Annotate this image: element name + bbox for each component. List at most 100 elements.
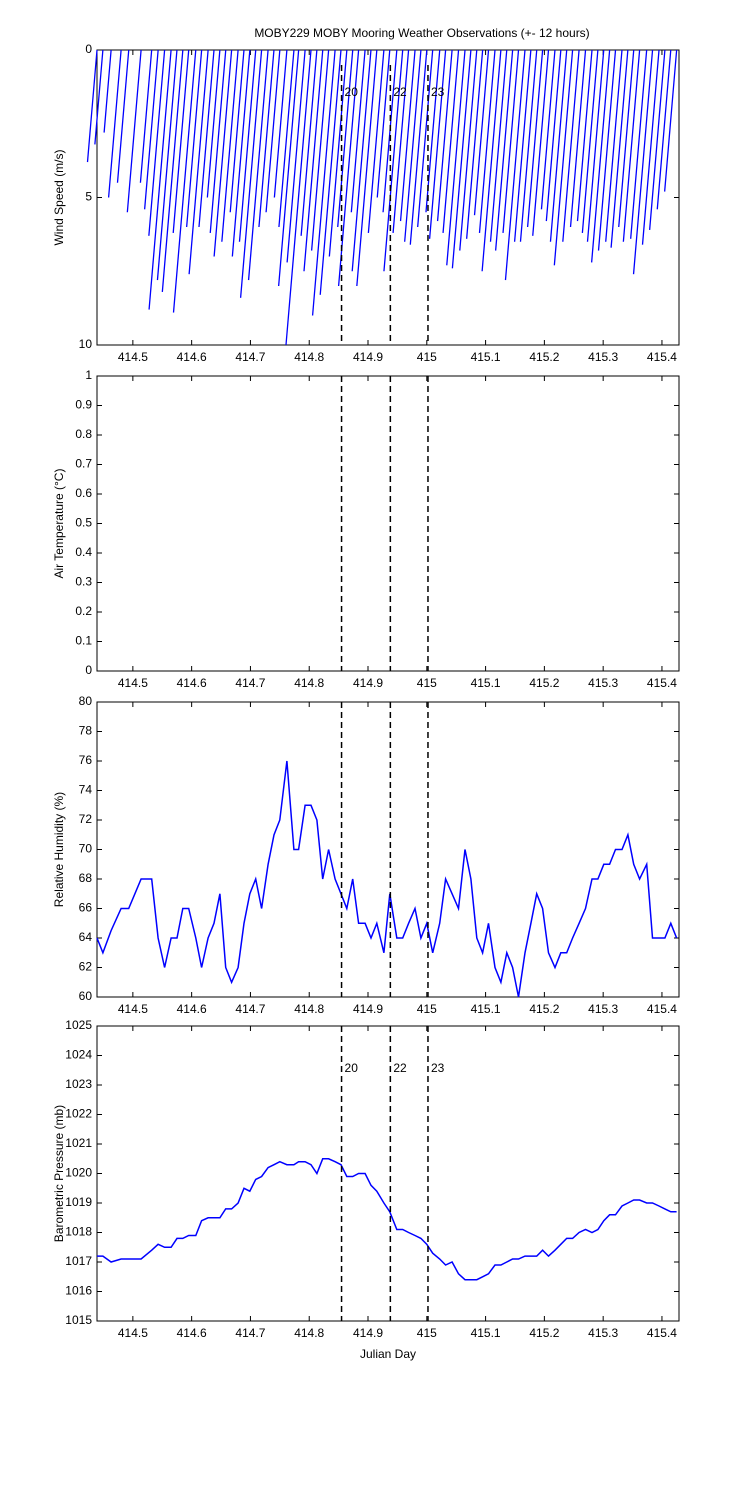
wind-stick [622, 49, 641, 242]
y-tick-label: 0.3 [75, 575, 92, 589]
y-tick-label: 0 [85, 42, 92, 56]
wind-stick [238, 49, 257, 242]
wind-stick [569, 49, 587, 228]
x-tick-label: 414.7 [235, 350, 265, 364]
y-tick-label: 74 [79, 783, 93, 797]
wind-stick [172, 49, 197, 313]
wind-stick [641, 49, 660, 245]
plot-area [96, 1025, 680, 1322]
x-tick-label: 414.5 [118, 676, 148, 690]
x-tick-label: 415.1 [471, 1326, 501, 1340]
x-tick-label: 414.7 [235, 1326, 265, 1340]
wind-stick [504, 49, 526, 281]
wind-stick [188, 49, 209, 275]
wind-stick [337, 49, 354, 228]
y-tick-label: 68 [79, 871, 93, 885]
wind-stick [239, 49, 263, 298]
x-tick-label: 414.6 [177, 1002, 207, 1016]
x-tick-label: 414.5 [118, 1002, 148, 1016]
x-tick-label: 414.8 [294, 676, 324, 690]
wind-stick [156, 49, 178, 281]
y-tick-label: 78 [79, 724, 93, 738]
y-tick-label: 1016 [65, 1284, 92, 1298]
x-tick-label: 415.4 [647, 1326, 677, 1340]
wind-stick [513, 49, 532, 242]
wind-stick [143, 49, 159, 210]
wind-stick [94, 49, 104, 145]
x-tick-label: 414.6 [177, 676, 207, 690]
wind-stick [277, 49, 300, 287]
y-tick-label: 1025 [65, 1018, 92, 1032]
wind-stick [103, 49, 112, 133]
wind-stick [417, 49, 434, 228]
wind-stick [221, 49, 239, 242]
wind-stick [581, 49, 599, 233]
wind-stick [285, 49, 312, 346]
plot-area [96, 375, 680, 672]
wind-stick [351, 49, 372, 272]
wind-stick [519, 49, 538, 242]
y-tick-label: 64 [79, 930, 93, 944]
wind-stick [605, 49, 623, 242]
x-tick-label: 414.5 [118, 350, 148, 364]
x-tick-label: 414.6 [177, 350, 207, 364]
y-tick-label: 62 [79, 960, 93, 974]
wind-stick [540, 49, 556, 210]
x-tick-label: 414.7 [235, 1002, 265, 1016]
y-tick-label: 1022 [65, 1107, 92, 1121]
x-tick-label: 415.2 [529, 1002, 559, 1016]
wind-stick [229, 49, 245, 213]
y-tick-label: 0.6 [75, 486, 92, 500]
wind-stick [126, 49, 142, 213]
wind-stick [107, 49, 122, 198]
wind-stick [376, 49, 391, 198]
wind-stick [576, 49, 593, 222]
wind-stick [231, 49, 251, 257]
y-tick-label: 0.2 [75, 604, 92, 618]
x-tick-label: 415 [417, 676, 437, 690]
y-tick-label: 1021 [65, 1136, 92, 1150]
wind-stick [265, 49, 281, 213]
y-tick-label: 60 [79, 989, 93, 1003]
wind-stick [664, 49, 678, 192]
wind-stick [409, 49, 428, 245]
wind-stick [311, 49, 336, 316]
x-tick-label: 414.9 [353, 676, 383, 690]
y-axis-label: Wind Speed (m/s) [52, 149, 66, 245]
y-axis-label: Relative Humidity (%) [52, 792, 66, 907]
wind-stick [553, 49, 574, 266]
wind-stick [442, 49, 460, 233]
y-tick-label: 1019 [65, 1195, 92, 1209]
x-tick-label: 415.3 [588, 1326, 618, 1340]
wind-stick [382, 49, 398, 213]
y-tick-label: 1024 [65, 1048, 92, 1062]
x-tick-label: 415 [417, 1326, 437, 1340]
x-tick-label: 414.6 [177, 1326, 207, 1340]
x-tick-label: 415.3 [588, 676, 618, 690]
wind-stick [481, 49, 502, 272]
wind-stick [632, 49, 654, 275]
x-tick-label: 415.2 [529, 1326, 559, 1340]
y-tick-label: 1020 [65, 1166, 92, 1180]
wind-stick [648, 49, 666, 231]
wind-stick [478, 49, 496, 233]
x-tick-label: 414.5 [118, 1326, 148, 1340]
wind-stick [532, 49, 550, 236]
wind-stick [392, 49, 410, 233]
x-tick-label: 415.1 [471, 676, 501, 690]
y-tick-label: 66 [79, 901, 93, 915]
x-tick-label: 414.8 [294, 1326, 324, 1340]
y-tick-label: 1023 [65, 1077, 92, 1091]
wind-stick [209, 49, 227, 233]
wind-stick [198, 49, 215, 228]
x-tick-label: 415.2 [529, 350, 559, 364]
x-tick-label: 414.7 [235, 676, 265, 690]
wind-stick [446, 49, 466, 266]
wind-stick [148, 49, 172, 310]
wind-stick [630, 49, 648, 239]
x-tick-label: 415 [417, 1002, 437, 1016]
x-tick-label: 415.1 [471, 1002, 501, 1016]
wind-stick [148, 49, 166, 236]
y-tick-label: 10 [79, 337, 93, 351]
event-label: 22 [393, 1061, 407, 1075]
